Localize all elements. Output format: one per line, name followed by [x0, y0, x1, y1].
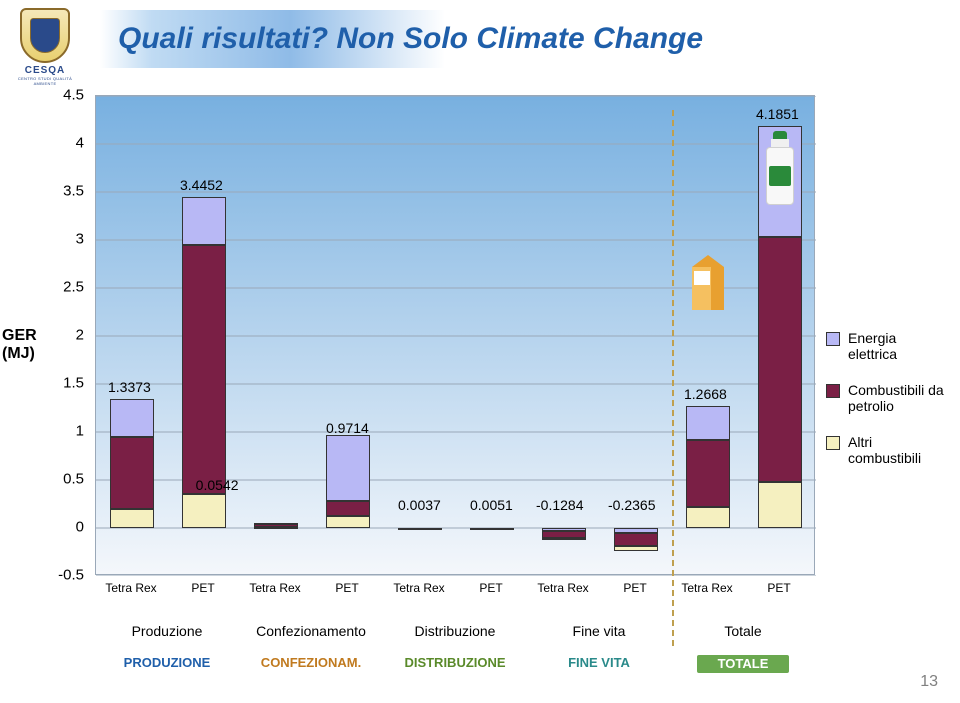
phase-label: Totale	[724, 623, 761, 639]
bar-value-label: 0.9714	[326, 420, 369, 436]
chart-legend: Energia elettrica Combustibili da petroli…	[826, 330, 948, 487]
x-tick-label: Tetra Rex	[537, 581, 588, 595]
y-tick-label: 3.5	[63, 183, 84, 200]
legend-text: Combustibili da petrolio	[848, 382, 948, 414]
bar-segment	[326, 516, 371, 528]
legend-item: Energia elettrica	[826, 330, 948, 362]
bar-value-label: 3.4452	[180, 177, 223, 193]
bar-segment	[686, 440, 731, 507]
y-tick-label: 0.5	[63, 471, 84, 488]
x-tick-label: Tetra Rex	[681, 581, 732, 595]
x-tick-label: Tetra Rex	[249, 581, 300, 595]
brand-name: CESQA	[10, 65, 80, 76]
bar-value-label: 0.0051	[470, 497, 513, 513]
bar-segment	[326, 501, 371, 516]
milk-carton-icon	[692, 255, 724, 310]
bar-segment	[182, 245, 227, 495]
phase-separator	[672, 110, 674, 646]
bar-segment	[686, 406, 731, 440]
bar-segment	[110, 399, 155, 436]
y-tick-label: 2	[76, 327, 84, 344]
bar-segment	[470, 528, 515, 530]
chart-plot-area: 1.3373 3.4452 0.0542 0.9714 0.0037 0.0051 -0.1…	[95, 95, 815, 575]
bar-segment	[758, 237, 803, 482]
legend-swatch	[826, 436, 840, 450]
bar-segment	[686, 507, 731, 528]
y-tick-label: 0	[76, 519, 84, 536]
legend-item: Combustibili da petrolio	[826, 382, 948, 414]
bar-value-label: 0.0037	[398, 497, 441, 513]
bar-value-label: 4.1851	[756, 106, 799, 122]
bar-value-label: 0.0542	[196, 477, 239, 493]
y-axis-label-line2: (MJ)	[2, 345, 35, 362]
bar-segment	[182, 494, 227, 528]
phase-colored-label: CONFEZIONAM.	[261, 655, 361, 670]
y-tick-label: 4	[76, 135, 84, 152]
phase-colored-label: PRODUZIONE	[124, 655, 211, 670]
x-tick-label: PET	[767, 581, 790, 595]
bar-segment	[614, 533, 659, 546]
phase-label: Distribuzione	[415, 623, 496, 639]
bar-segment	[614, 546, 659, 551]
phase-colored-label: DISTRIBUZIONE	[404, 655, 505, 670]
phase-colored-label: TOTALE	[718, 656, 769, 671]
bar-segment	[758, 482, 803, 528]
legend-swatch	[826, 384, 840, 398]
bar-value-label: 1.3373	[108, 379, 151, 395]
chart-container: GER (MJ) -0.500.511.522.533.544.5 1.3373…	[0, 95, 960, 595]
phase-label: Produzione	[132, 623, 203, 639]
legend-text: Energia elettrica	[848, 330, 948, 362]
brand-subtitle: CENTRO STUDI QUALITÀ AMBIENTE	[10, 76, 80, 86]
y-tick-label: 1.5	[63, 375, 84, 392]
y-tick-label: 4.5	[63, 87, 84, 104]
legend-swatch	[826, 332, 840, 346]
legend-item: Altri combustibili	[826, 434, 948, 466]
y-tick-label: -0.5	[58, 567, 84, 584]
x-tick-label: PET	[623, 581, 646, 595]
phase-colored-label: FINE VITA	[568, 655, 630, 670]
x-tick-label: Tetra Rex	[105, 581, 156, 595]
y-tick-label: 2.5	[63, 279, 84, 296]
brand-logo: CESQA CENTRO STUDI QUALITÀ AMBIENTE	[10, 8, 80, 88]
x-tick-label: PET	[335, 581, 358, 595]
shield-icon	[20, 8, 70, 63]
bar-value-label: -0.1284	[536, 497, 583, 513]
legend-text: Altri combustibili	[848, 434, 948, 466]
x-tick-label: PET	[191, 581, 214, 595]
bar-segment	[542, 538, 587, 541]
phase-label: Confezionamento	[256, 623, 366, 639]
bar-segment	[254, 523, 299, 525]
milk-bottle-icon	[765, 131, 795, 206]
page-title: Quali risultati? Non Solo Climate Change	[110, 12, 721, 66]
bar-segment	[254, 527, 299, 529]
y-tick-label: 3	[76, 231, 84, 248]
bar-segment	[110, 437, 155, 509]
y-axis-label: GER (MJ)	[2, 327, 37, 362]
bar-value-label: 1.2668	[684, 386, 727, 402]
y-tick-label: 1	[76, 423, 84, 440]
phase-label: Fine vita	[573, 623, 626, 639]
y-axis-ticks: -0.500.511.522.533.544.5	[50, 95, 90, 575]
y-axis-label-line1: GER	[2, 327, 37, 344]
bar-segment	[110, 509, 155, 528]
x-tick-label: Tetra Rex	[393, 581, 444, 595]
bar-segment	[542, 531, 587, 538]
bar-segment	[398, 528, 443, 530]
bar-segment	[182, 197, 227, 245]
page-number: 13	[920, 673, 938, 691]
x-tick-label: PET	[479, 581, 502, 595]
bar-value-label: -0.2365	[608, 497, 655, 513]
bar-segment	[326, 435, 371, 501]
